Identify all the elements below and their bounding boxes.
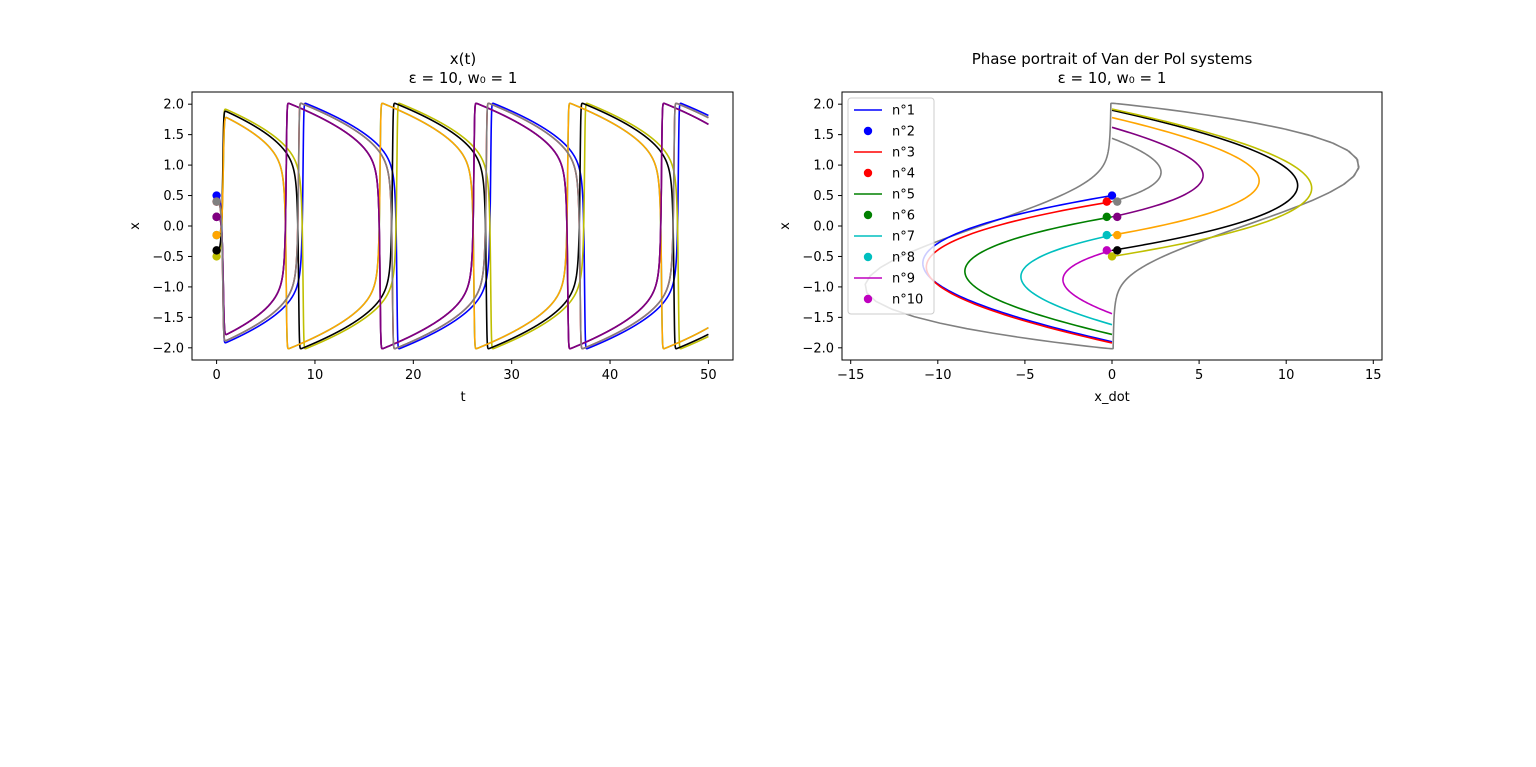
y-tick-label: −0.5 <box>802 250 834 265</box>
phase-start-marker-10 <box>1113 197 1122 206</box>
legend-marker-swatch <box>863 252 873 262</box>
time-series-y-ticks: −2.0 −1.5 −1.0 −0.5 0.0 0.5 1.0 1.5 2.0 <box>152 98 192 356</box>
phase-start-marker-4 <box>1102 230 1111 240</box>
x-tick-label: 20 <box>405 368 422 383</box>
time-series-subtitle: ε = 10, w₀ = 1 <box>409 69 518 87</box>
time-series-start-marker-8 <box>212 230 221 240</box>
x-tick-label: 40 <box>602 368 619 383</box>
x-tick-label: 15 <box>1365 368 1382 383</box>
time-series-x-ticks: 0 10 20 30 40 50 <box>212 360 717 383</box>
phase-trajectory-8 <box>1111 116 1260 236</box>
x-tick-label: 0 <box>1108 368 1116 383</box>
legend-label: n°6 <box>892 209 915 224</box>
y-tick-label: 1.0 <box>163 159 184 174</box>
time-series-line-9 <box>216 102 709 350</box>
y-tick-label: 0.5 <box>813 189 834 204</box>
phase-start-marker-6 <box>1107 252 1117 261</box>
legend-marker-swatch <box>863 168 873 178</box>
phase-limit-cycle <box>864 102 1360 350</box>
phase-portrait-curves <box>864 102 1360 350</box>
y-tick-label: −1.0 <box>802 280 834 295</box>
y-tick-label: −1.0 <box>152 280 184 295</box>
y-tick-label: 1.0 <box>813 159 834 174</box>
y-tick-label: 1.5 <box>163 128 184 143</box>
phase-trajectory-3 <box>964 216 1113 336</box>
phase-start-marker-8 <box>1113 230 1122 240</box>
time-series-y-axis-label: x <box>128 222 143 230</box>
time-series-line-10 <box>216 102 709 350</box>
legend-label: n°9 <box>892 272 915 287</box>
phase-portrait-title: Phase portrait of Van der Pol systems <box>972 50 1253 68</box>
legend-label: n°3 <box>892 146 915 161</box>
time-series-panel: x(t) ε = 10, w₀ = 1 0 10 20 30 40 50 −2.0 −1.5… <box>128 50 734 405</box>
time-series-curves <box>216 102 709 350</box>
y-tick-label: 2.0 <box>163 98 184 113</box>
time-series-line-8 <box>216 102 709 350</box>
legend-label: n°1 <box>892 104 915 119</box>
x-tick-label: −15 <box>837 368 864 383</box>
x-tick-label: 10 <box>307 368 324 383</box>
y-tick-label: 0.0 <box>163 220 184 235</box>
legend-label: n°10 <box>892 293 923 308</box>
time-series-line-7 <box>216 102 709 350</box>
time-series-x-axis-label: t <box>460 390 465 405</box>
phase-start-marker-5 <box>1102 246 1111 255</box>
phase-trajectory-4 <box>1020 234 1113 326</box>
phase-trajectory-10 <box>1111 108 1313 258</box>
phase-portrait-x-axis-label: x_dot <box>1094 390 1130 405</box>
legend-marker-swatch <box>863 294 873 304</box>
x-tick-label: −5 <box>1015 368 1034 383</box>
x-tick-label: 0 <box>212 368 220 383</box>
phase-portrait-subtitle: ε = 10, w₀ = 1 <box>1058 69 1167 87</box>
phase-trajectory-6 <box>1111 137 1162 203</box>
x-tick-label: −10 <box>924 368 951 383</box>
phase-portrait-initial-markers <box>1102 191 1122 261</box>
phase-trajectory-5 <box>1062 249 1113 315</box>
y-tick-label: −1.5 <box>802 311 834 326</box>
legend-label: n°4 <box>892 167 915 182</box>
x-tick-label: 10 <box>1278 368 1295 383</box>
time-series-start-marker-6 <box>212 252 221 261</box>
phase-portrait-panel: Phase portrait of Van der Pol systems ε … <box>778 50 1383 405</box>
time-series-title: x(t) <box>450 50 476 68</box>
time-series-start-marker-1 <box>212 191 221 200</box>
phase-trajectory-9 <box>1111 109 1299 252</box>
legend-marker-swatch <box>863 126 873 136</box>
legend-label: n°2 <box>892 125 915 140</box>
y-tick-label: −2.0 <box>152 341 184 356</box>
phase-portrait-x-ticks: −15 −10 −5 0 5 10 15 <box>837 360 1382 383</box>
phase-portrait-y-ticks: −2.0 −1.5 −1.0 −0.5 0.0 0.5 1.0 1.5 2.0 <box>802 98 842 356</box>
time-series-initial-markers <box>212 191 221 261</box>
time-series-start-marker-9 <box>212 212 221 222</box>
phase-trajectory-7 <box>1111 126 1204 218</box>
time-series-start-marker-7 <box>212 246 221 255</box>
phase-portrait-legend: n°1 n°2 n°3 n°4 n°5 n°6 n°7 n°8 n°9 n°10 <box>847 97 935 315</box>
y-tick-label: −1.5 <box>152 311 184 326</box>
y-tick-label: −2.0 <box>802 341 834 356</box>
x-tick-label: 5 <box>1195 368 1203 383</box>
legend-label: n°5 <box>892 188 915 203</box>
y-tick-label: −0.5 <box>152 250 184 265</box>
legend-label: n°7 <box>892 230 915 245</box>
x-tick-label: 30 <box>503 368 520 383</box>
legend-label: n°8 <box>892 251 915 266</box>
legend-box <box>847 97 935 315</box>
y-tick-label: 0.5 <box>163 189 184 204</box>
phase-start-marker-3 <box>1102 212 1111 222</box>
time-series-start-marker-10 <box>212 197 221 206</box>
y-tick-label: 0.0 <box>813 220 834 235</box>
phase-start-marker-9 <box>1113 212 1122 222</box>
phase-start-marker-1 <box>1107 191 1117 200</box>
y-tick-label: 1.5 <box>813 128 834 143</box>
x-tick-label: 50 <box>700 368 717 383</box>
phase-portrait-y-axis-label: x <box>778 222 793 230</box>
phase-start-marker-2 <box>1102 197 1111 206</box>
y-tick-label: 2.0 <box>813 98 834 113</box>
phase-start-marker-7 <box>1113 246 1122 255</box>
legend-marker-swatch <box>863 210 873 220</box>
